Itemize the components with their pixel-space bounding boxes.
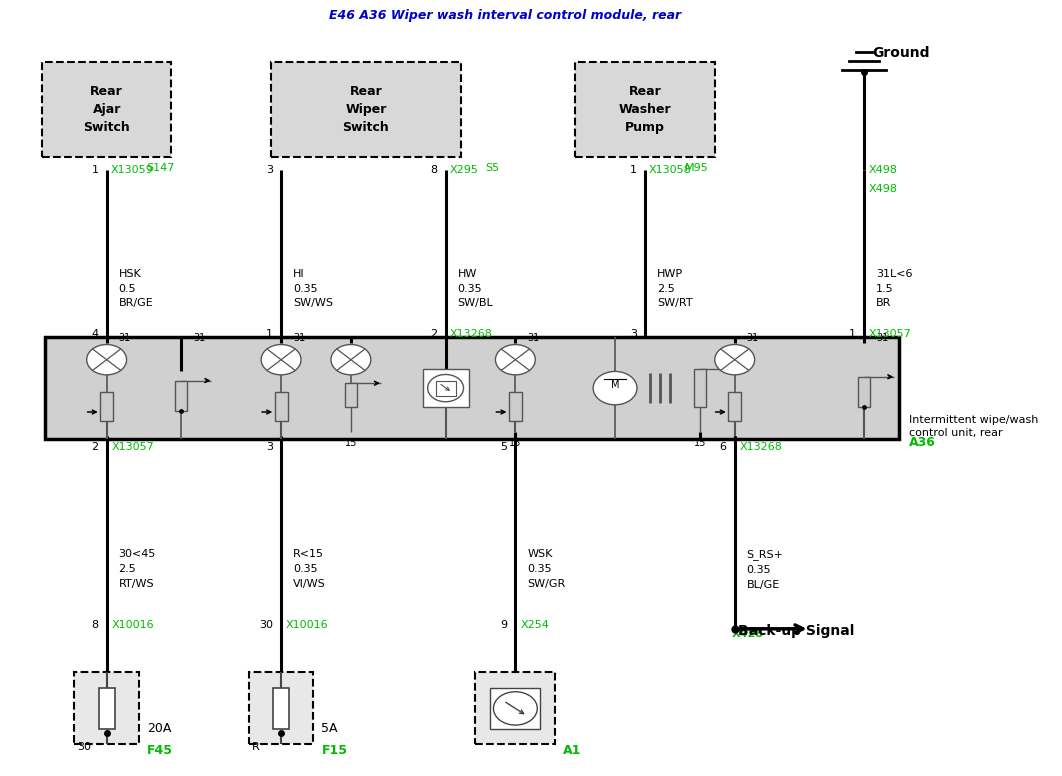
Text: 6: 6 (720, 442, 726, 452)
Bar (275, 393, 288, 421)
Bar (435, 380, 456, 396)
Bar (249, 672, 313, 744)
Bar (345, 383, 357, 407)
Bar (45, 337, 900, 439)
Bar (74, 672, 139, 744)
Bar (271, 62, 461, 157)
Text: 30: 30 (78, 742, 91, 752)
Text: X295: X295 (449, 165, 479, 175)
Text: Rear
Wiper
Switch: Rear Wiper Switch (342, 85, 389, 134)
Text: 4: 4 (91, 329, 99, 339)
Text: 30<45
2.5
RT/WS: 30<45 2.5 RT/WS (119, 549, 156, 589)
Text: Rear
Ajar
Switch: Rear Ajar Switch (83, 85, 130, 134)
Bar (423, 369, 468, 407)
Text: 30: 30 (259, 620, 273, 630)
Circle shape (594, 372, 637, 405)
Text: HSK
0.5
BR/GE: HSK 0.5 BR/GE (119, 268, 153, 308)
Text: 2: 2 (430, 329, 438, 339)
Text: 31: 31 (528, 333, 539, 343)
Bar (99, 688, 115, 729)
Text: 15: 15 (509, 438, 521, 448)
Text: X13268: X13268 (740, 442, 783, 452)
Text: M95: M95 (685, 163, 708, 172)
Text: 1: 1 (850, 329, 856, 339)
Text: X13057: X13057 (112, 442, 154, 452)
Text: HWP
2.5
SW/RT: HWP 2.5 SW/RT (657, 268, 692, 308)
Bar (729, 393, 741, 421)
Text: A1: A1 (563, 744, 582, 757)
Text: X10016: X10016 (286, 620, 329, 630)
Circle shape (331, 345, 371, 375)
Text: S_RS+
0.35
BL/GE: S_RS+ 0.35 BL/GE (747, 549, 784, 590)
Text: 9: 9 (500, 620, 508, 630)
Bar (273, 688, 289, 729)
Text: X428: X428 (732, 629, 764, 639)
Text: 1: 1 (91, 165, 99, 175)
Circle shape (496, 345, 535, 375)
Bar (858, 377, 870, 407)
Text: 3: 3 (630, 329, 637, 339)
Text: HI
0.35
SW/WS: HI 0.35 SW/WS (293, 268, 333, 308)
Text: X498: X498 (869, 184, 897, 194)
Text: Ground: Ground (872, 46, 929, 60)
Text: X13058: X13058 (649, 165, 691, 175)
Text: F15: F15 (322, 744, 347, 757)
Text: 2: 2 (91, 442, 99, 452)
Text: 15: 15 (345, 438, 357, 448)
Text: 31: 31 (119, 333, 131, 343)
Text: Intermittent wipe/wash
control unit, rear: Intermittent wipe/wash control unit, rea… (909, 415, 1039, 438)
Text: Rear
Washer
Pump: Rear Washer Pump (619, 85, 671, 134)
Text: HW
0.35
SW/BL: HW 0.35 SW/BL (458, 268, 494, 308)
Text: 5: 5 (500, 442, 508, 452)
Text: S147: S147 (147, 163, 175, 172)
Text: 8: 8 (91, 620, 99, 630)
Text: Back-up Signal: Back-up Signal (738, 623, 854, 638)
Circle shape (428, 375, 463, 402)
Text: 3: 3 (267, 165, 273, 175)
Text: 1: 1 (630, 165, 637, 175)
Text: 31L<6
1.5
BR: 31L<6 1.5 BR (876, 268, 912, 308)
Text: 20A: 20A (147, 722, 171, 735)
Bar (509, 393, 521, 421)
Text: F45: F45 (147, 744, 173, 757)
Text: R<15
0.35
VI/WS: R<15 0.35 VI/WS (293, 549, 326, 589)
Bar (491, 688, 541, 729)
Bar (576, 62, 715, 157)
Circle shape (261, 345, 301, 375)
Text: 8: 8 (430, 165, 438, 175)
Bar (100, 393, 114, 421)
Text: 31: 31 (193, 333, 206, 343)
Text: X13059: X13059 (110, 165, 153, 175)
Text: 1: 1 (267, 329, 273, 339)
Text: E46 A36 Wiper wash interval control module, rear: E46 A36 Wiper wash interval control modu… (329, 9, 682, 23)
Text: 31: 31 (293, 333, 305, 343)
Text: X13268: X13268 (449, 329, 493, 339)
Text: X254: X254 (520, 620, 549, 630)
Bar (693, 369, 706, 407)
Text: R: R (252, 742, 259, 752)
Text: 5A: 5A (322, 722, 338, 735)
Text: WSK
0.35
SW/GR: WSK 0.35 SW/GR (528, 549, 566, 589)
Bar (41, 62, 171, 157)
Text: 31: 31 (876, 333, 889, 343)
Circle shape (494, 691, 537, 725)
Text: S5: S5 (485, 163, 499, 172)
Text: A36: A36 (909, 435, 936, 449)
Bar (476, 672, 555, 744)
Text: X13057: X13057 (869, 329, 911, 339)
Circle shape (87, 345, 126, 375)
Text: M: M (611, 380, 619, 390)
Circle shape (715, 345, 755, 375)
Text: X498: X498 (869, 165, 897, 175)
Bar (175, 380, 187, 411)
Text: 15: 15 (693, 438, 706, 448)
Text: 31: 31 (747, 333, 759, 343)
Text: X10016: X10016 (112, 620, 154, 630)
Text: 3: 3 (267, 442, 273, 452)
